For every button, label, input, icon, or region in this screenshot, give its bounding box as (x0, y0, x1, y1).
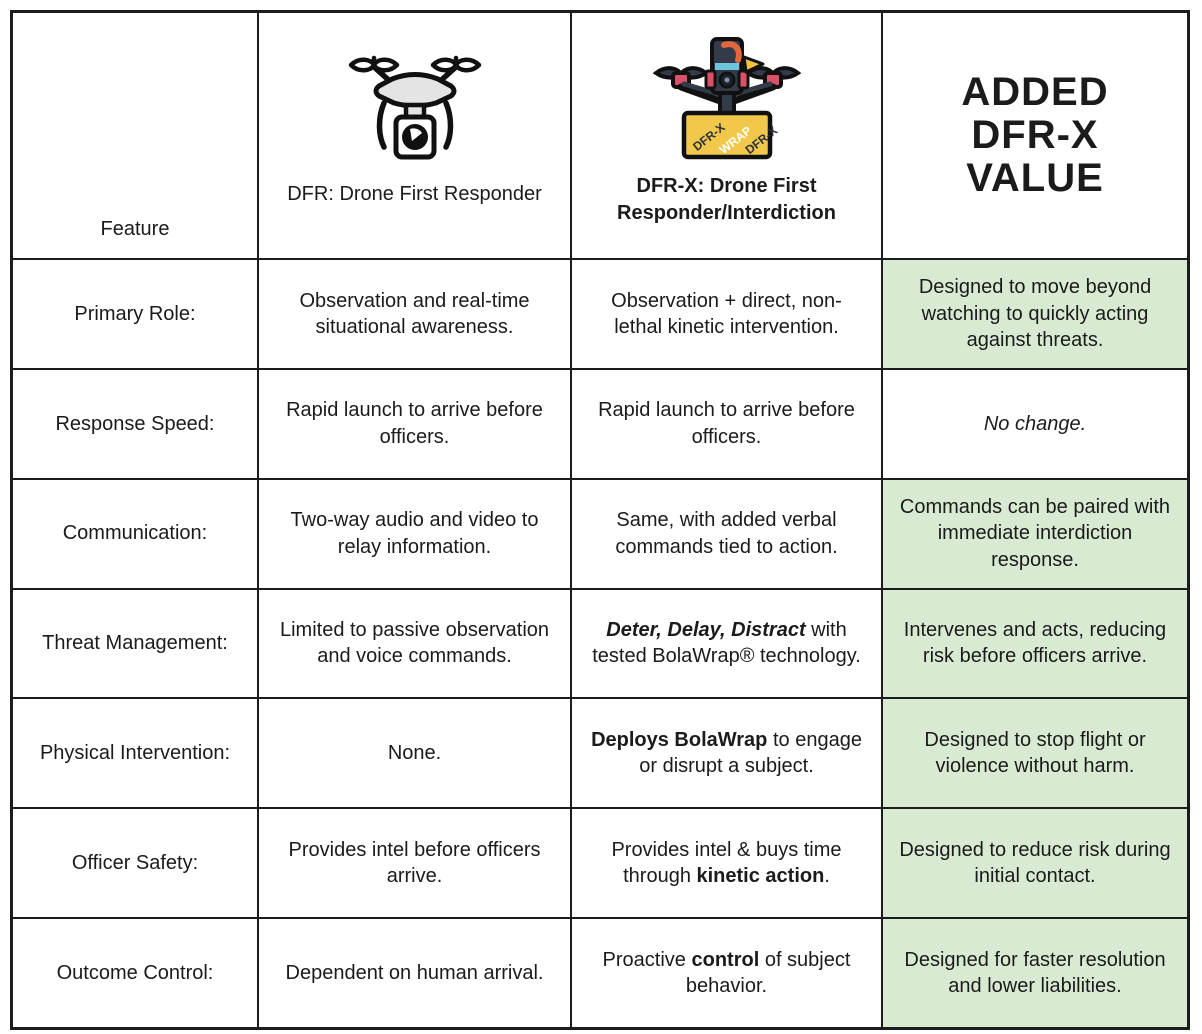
feature-label: Physical Intervention: (13, 697, 257, 807)
dfr-cell: Provides intel before officers arrive. (257, 807, 570, 918)
added-value-cell: Designed to stop flight or violence with… (881, 697, 1187, 808)
dfr-cell: Dependent on human arrival. (257, 917, 570, 1027)
dfr-cell: Limited to passive observation and voice… (257, 587, 570, 698)
added-value-cell: No change. (881, 367, 1187, 478)
feature-column-label: Feature (100, 217, 170, 240)
dfrx-cell: Deploys BolaWrap to engage or disrupt a … (570, 697, 881, 808)
added-value-title-line: DFR-X (971, 113, 1099, 158)
added-value-title-line: ADDED (961, 70, 1109, 115)
feature-label: Officer Safety: (13, 807, 257, 917)
feature-label: Outcome Control: (13, 917, 257, 1027)
added-value-cell: Designed to reduce risk during initial c… (881, 807, 1187, 918)
dfr-camera-drone-icon (340, 45, 490, 171)
dfrx-cell: Provides intel & buys time through kinet… (570, 807, 881, 918)
feature-label: Communication: (13, 477, 257, 588)
feature-column-header: Feature (13, 13, 257, 258)
dfr-cell: Rapid launch to arrive before officers. (257, 367, 570, 478)
dfrx-column-header: DFR-X WRAP DFR-X DFR-X: Drone First Resp… (570, 13, 881, 258)
dfr-cell: Two-way audio and video to relay informa… (257, 477, 570, 588)
dfrx-racing-drone-icon: DFR-X WRAP DFR-X (648, 27, 806, 163)
dfr-column-title: DFR: Drone First Responder (287, 183, 542, 206)
dfrx-cell: Deter, Delay, Distract with tested BolaW… (570, 587, 881, 698)
added-value-column-header: ADDED DFR-X VALUE (881, 13, 1187, 258)
feature-label: Threat Management: (13, 587, 257, 698)
dfr-cell: None. (257, 697, 570, 808)
feature-label: Response Speed: (13, 367, 257, 478)
added-value-cell: Designed for faster resolution and lower… (881, 917, 1187, 1027)
dfrx-cell: Observation + direct, non-lethal kinetic… (570, 258, 881, 368)
dfrx-cell: Same, with added verbal commands tied to… (570, 477, 881, 588)
comparison-table: Feature (10, 10, 1190, 1030)
added-value-cell: Designed to move beyond watching to quic… (881, 258, 1187, 368)
dfrx-cell: Rapid launch to arrive before officers. (570, 367, 881, 478)
dfrx-cell: Proactive control of subject behavior. (570, 917, 881, 1027)
feature-label: Primary Role: (13, 258, 257, 368)
added-value-title-line: VALUE (966, 155, 1104, 200)
added-value-cell: Commands can be paired with immediate in… (881, 477, 1187, 588)
dfr-column-header: DFR: Drone First Responder (257, 13, 570, 258)
dfrx-column-title: DFR-X: Drone First Responder/Interdictio… (617, 175, 836, 224)
dfr-cell: Observation and real-time situational aw… (257, 258, 570, 368)
added-value-cell: Intervenes and acts, reducing risk befor… (881, 587, 1187, 698)
